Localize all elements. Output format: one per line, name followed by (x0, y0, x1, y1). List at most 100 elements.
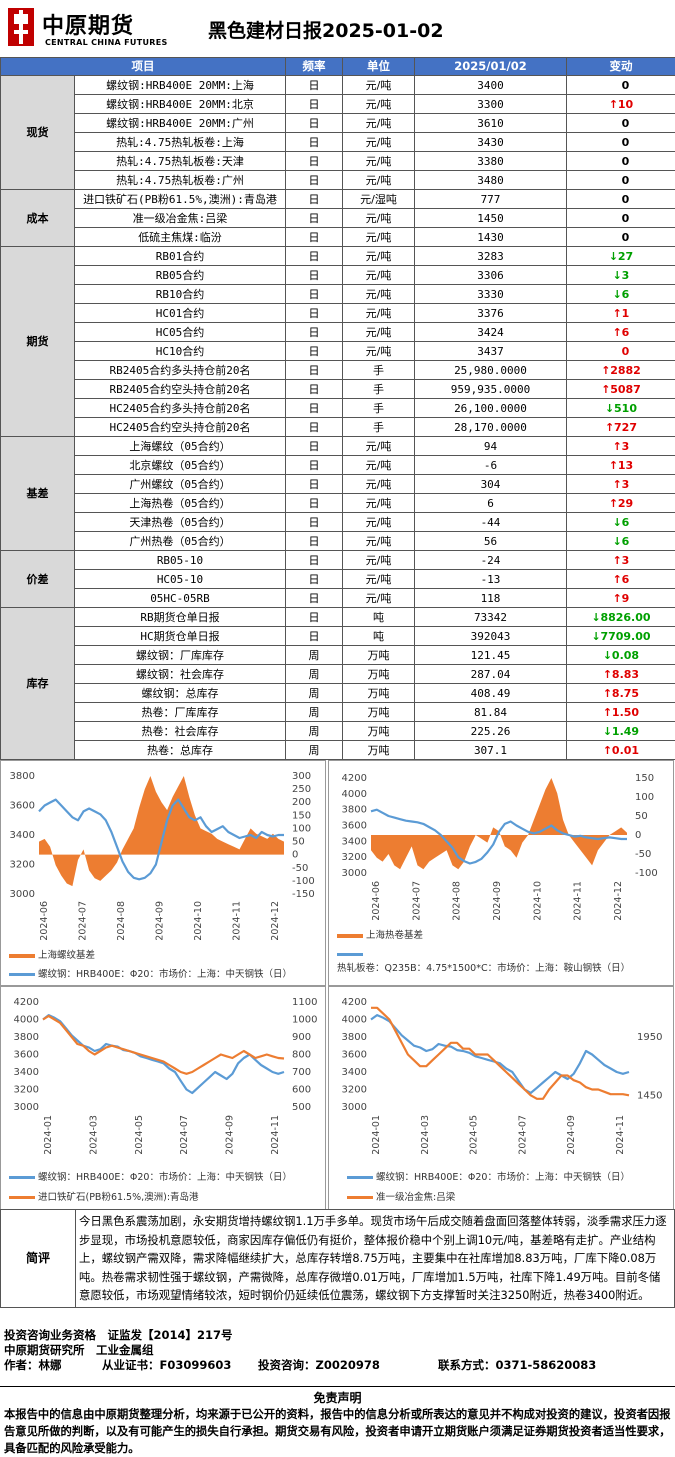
change-cell: ↑8.83 (566, 664, 675, 684)
change-value: 8826.00 (600, 610, 651, 624)
unit-cell: 元/吨 (342, 436, 415, 456)
value-cell: 56 (414, 531, 567, 551)
arrow-down-icon: ↓ (612, 534, 622, 548)
chart-1-legend-2: 螺纹钢：HRB400E：Φ20：市场价：上海：中天钢铁（日） (9, 966, 292, 980)
arrow-down-icon: ↓ (608, 249, 619, 263)
frequency-cell: 日 (285, 360, 343, 380)
x-tick-label: 2024-03 (420, 1115, 431, 1155)
table-row: HC期货仓单日报日吨 392043 ↓7709.00 (1, 626, 675, 646)
arrow-down-icon: ↓ (602, 648, 613, 662)
price-line-series (370, 1014, 630, 1095)
arrow-down-icon: ↓ (612, 287, 622, 301)
item-cell: RB01合约 (74, 246, 286, 266)
y-left-tick-label: 3200 (14, 1085, 39, 1096)
unit-cell: 元/吨 (342, 322, 415, 342)
category-cell: 期货 (0, 246, 75, 437)
unit-cell: 元/吨 (342, 75, 415, 95)
y-left-tick-label: 4200 (342, 997, 367, 1008)
value-cell: 408.49 (414, 683, 567, 703)
item-cell: 准一级冶金焦:吕梁 (74, 208, 286, 228)
unit-cell: 元/吨 (342, 303, 415, 323)
y-right-tick-label: 900 (292, 1032, 311, 1043)
change-cell: ↑3 (566, 550, 675, 570)
frequency-cell: 周 (285, 645, 343, 665)
table-row: 热轧:4.75热轧板卷:上海日元/吨 3430 0 (1, 132, 675, 152)
value-cell: 3380 (414, 151, 567, 171)
chart-1: 3800 3600 3400 3200 3000 300 250 200 150 100 50 0 -5… (0, 760, 326, 986)
arrow-down-icon: ↓ (591, 610, 601, 624)
change-value: 6 (621, 572, 630, 586)
license-line: 投资咨询业务资格 证监发【2014】217号 (4, 1328, 233, 1342)
legend-label: 准一级冶金焦:吕梁 (376, 1192, 456, 1203)
unit-cell: 万吨 (342, 683, 415, 703)
table-row: 热轧:4.75热轧板卷:天津日元/吨 3380 0 (1, 151, 675, 171)
change-cell: ↑6 (566, 322, 675, 342)
table-row: RB2405合约多头持仓前20名日手 25,980.0000 ↑2882 (1, 360, 675, 380)
item-cell: 广州热卷（05合约） (74, 531, 286, 551)
legend-swatch (347, 1196, 373, 1199)
change-cell: ↑1 (566, 303, 675, 323)
value-cell: -24 (414, 550, 567, 570)
chart-4-legend-2: 准一级冶金焦:吕梁 (347, 1189, 455, 1203)
value-cell: 118 (414, 588, 567, 608)
unit-cell: 元/吨 (342, 265, 415, 285)
change-cell: 0 (566, 341, 675, 361)
value-cell: 94 (414, 436, 567, 456)
basis-area-series (39, 776, 284, 887)
frequency-cell: 日 (285, 75, 343, 95)
change-cell: ↓8826.00 (566, 607, 675, 627)
change-cell: 0 (566, 151, 675, 171)
y-left-tick-label: 3200 (10, 860, 35, 871)
y-left-tick-label: 3600 (342, 821, 367, 832)
frequency-cell: 日 (285, 227, 343, 247)
unit-cell: 元/吨 (342, 284, 415, 304)
unit-cell: 元/吨 (342, 474, 415, 494)
arrow-down-icon: ↓ (612, 268, 622, 282)
value-cell: 121.45 (414, 645, 567, 665)
unit-cell: 手 (342, 360, 415, 380)
category-cell: 基差 (0, 436, 75, 551)
table-row: 螺纹钢：社会库存周万吨 287.04 ↑8.83 (1, 664, 675, 684)
table-row: 热卷：厂库库存周万吨 81.84 ↑1.50 (1, 702, 675, 722)
change-value: 29 (617, 496, 634, 510)
table-header-row: 项目 频率 单位 2025/01/02 变动 (0, 57, 675, 76)
chart-3-legend-1: 螺纹钢：HRB400E：Φ20：市场价：上海：中天钢铁（日） (9, 1169, 292, 1183)
y-left-tick-label: 3800 (342, 805, 367, 816)
chart-2-legend-1: 上海热卷基差 (337, 927, 423, 941)
x-tick-label: 2024-08 (116, 901, 127, 941)
change-cell: ↓3 (566, 265, 675, 285)
col-header-item: 项目 (0, 57, 286, 76)
item-cell: 北京螺纹（05合约） (74, 455, 286, 475)
change-value: 0 (621, 192, 630, 206)
change-value: 0 (621, 116, 630, 130)
col-header-frequency: 频率 (285, 57, 343, 76)
chart-2-plot: 4200 4000 3800 3600 3400 3200 3000 150 100 50 0 -50… (342, 773, 658, 921)
change-value: 0 (621, 211, 630, 225)
y-left-tick-label: 3000 (14, 1102, 39, 1113)
unit-cell: 元/吨 (342, 208, 415, 228)
y-left-tick-label: 3600 (14, 1050, 39, 1061)
chart-3: 4200 4000 3800 3600 3400 3200 3000 1100 1000 900 8… (0, 986, 326, 1210)
frequency-cell: 日 (285, 550, 343, 570)
frequency-cell: 日 (285, 512, 343, 532)
table-row: 螺纹钢：厂库库存周万吨 121.45 ↓0.08 (1, 645, 675, 665)
change-cell: ↑0.01 (566, 740, 675, 760)
frequency-cell: 日 (285, 132, 343, 152)
chart-3-plot: 4200 4000 3800 3600 3400 3200 3000 1100 1000 900 8… (14, 997, 318, 1155)
item-cell: 热轧:4.75热轧板卷:广州 (74, 170, 286, 190)
change-cell: ↓510 (566, 398, 675, 418)
legend-label: 螺纹钢：HRB400E：Φ20：市场价：上海：中天钢铁（日） (38, 969, 292, 980)
y-left-tick-label: 3800 (10, 771, 35, 782)
category-cell: 库存 (0, 607, 75, 760)
unit-cell: 元/吨 (342, 531, 415, 551)
frequency-cell: 日 (285, 569, 343, 589)
commentary-text: 今日黑色系震荡加剧，永安期货增持螺纹钢1.1万手多单。现货市场午后成交随着盘面回… (75, 1209, 675, 1308)
legend-swatch (347, 1176, 373, 1179)
frequency-cell: 周 (285, 664, 343, 684)
change-cell: ↑5087 (566, 379, 675, 399)
change-value: 0.01 (611, 743, 640, 757)
item-cell: 螺纹钢:HRB400E 20MM:上海 (74, 75, 286, 95)
table-row: 天津热卷（05合约）日元/吨 -44 ↓6 (1, 512, 675, 532)
table-row: 螺纹钢：总库存周万吨 408.49 ↑8.75 (1, 683, 675, 703)
arrow-down-icon: ↓ (605, 401, 615, 415)
